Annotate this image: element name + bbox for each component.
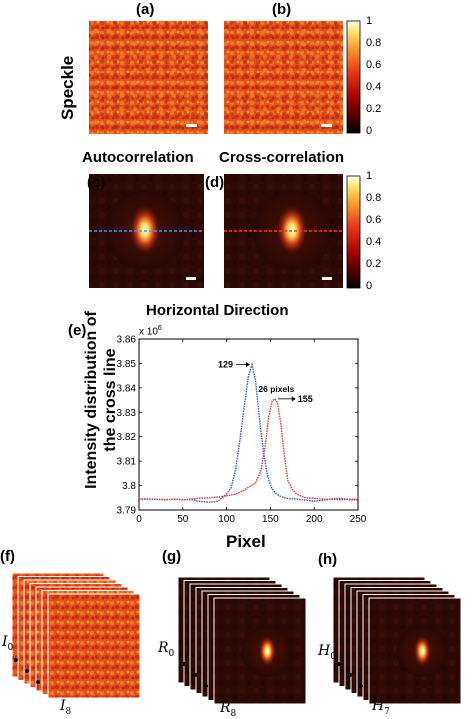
- column-title-autocorrelation: Autocorrelation: [82, 149, 194, 166]
- frame-peak: [413, 635, 432, 667]
- panel-label-h: (h): [318, 551, 338, 568]
- x-tick-label: 250: [350, 514, 367, 525]
- panel-label-f: (f): [0, 548, 15, 565]
- autocorrelation-image-c: [89, 174, 204, 288]
- stack-frame: [47, 593, 141, 699]
- y-tick-label: 3.8: [122, 481, 136, 492]
- speckle-image-a: [89, 21, 208, 134]
- scale-bar: [186, 277, 196, 280]
- y-tick-label: 3.85: [117, 359, 137, 370]
- colorbar-top-tick-label: 0: [366, 125, 373, 137]
- colorbar-middle: [346, 175, 361, 289]
- scale-bar: [321, 124, 332, 127]
- x-tick-label: 0: [136, 514, 142, 525]
- stack-h-top-label: H0: [318, 643, 336, 662]
- ellipsis-dot: [25, 669, 29, 673]
- colorbar-top-tick-label: 0.6: [366, 59, 382, 71]
- colorbar-top-tick-label: 1: [366, 15, 373, 27]
- panel-label-c: (c): [87, 174, 106, 191]
- image-stack-h: [332, 576, 462, 705]
- y-tick-label: 3.81: [117, 457, 137, 468]
- colorbar-top: [346, 20, 361, 134]
- annotation-arrowhead: [246, 362, 251, 368]
- row-label-speckle: Speckle: [58, 55, 77, 120]
- image-stack-f: [11, 572, 141, 699]
- crosscorrelation-image-d: [224, 174, 343, 288]
- y-tick-label: 3.84: [117, 383, 137, 394]
- y-tick-label: 3.82: [117, 432, 137, 443]
- ellipsis-dot: [14, 658, 18, 662]
- panel-label-a: (a): [136, 1, 155, 18]
- colorbar-middle-tick-label: 0: [366, 280, 373, 292]
- y-axis-label: Intensity distribution of the cross line: [83, 311, 119, 489]
- annotation-129: 129: [218, 360, 233, 370]
- colorbar-middle-tick-label: 0.8: [366, 192, 382, 204]
- ellipsis-dot: [204, 684, 208, 688]
- stack-g-top-label: R0: [158, 640, 175, 659]
- annotation-26-pixels: 26 pixels: [258, 384, 294, 394]
- series-line-2: [138, 397, 358, 501]
- frame-peak: [258, 635, 277, 667]
- x-tick-label: 100: [218, 514, 235, 525]
- x-tick-label: 150: [262, 514, 279, 525]
- scale-bar: [186, 124, 197, 127]
- panel-label-e: (e): [68, 322, 87, 339]
- y-tick-label: 3.83: [117, 408, 137, 419]
- stack-h-bottom-label: H7: [372, 698, 390, 717]
- x-tick-label: 200: [306, 514, 323, 525]
- image-stack-g: [177, 576, 307, 705]
- panel-label-g: (g): [162, 548, 182, 565]
- ellipsis-dot: [348, 673, 352, 677]
- speckle-image-b: [224, 21, 343, 134]
- ellipsis-dot: [359, 684, 363, 688]
- column-title-crosscorrelation: Cross-correlation: [219, 149, 345, 166]
- colorbar-top-tick-label: 0.2: [366, 103, 382, 115]
- panel-label-b: (b): [272, 1, 292, 18]
- annotation-155: 155: [298, 394, 313, 404]
- colorbar-top-tick-label: 0.8: [366, 37, 382, 49]
- stack-g-bottom-label: R8: [220, 700, 237, 719]
- ellipsis-dot: [193, 673, 197, 677]
- colorbar-middle-tick-label: 0.6: [366, 214, 382, 226]
- y-tick-label: 3.79: [117, 506, 137, 517]
- ellipsis-dot: [36, 680, 40, 684]
- x-axis-label: Pixel: [226, 532, 266, 551]
- line-chart-e: 0 50 100 150 200 250 3.79 3.8 3.81 3.82 3.83 3.84 3.…: [117, 335, 367, 526]
- colorbar-middle-tick-label: 0.2: [366, 258, 382, 270]
- y-multiplier: x 106: [139, 325, 162, 338]
- scale-bar: [322, 277, 332, 280]
- colorbar-middle-tick-label: 1: [366, 170, 373, 182]
- x-tick-label: 50: [177, 514, 189, 525]
- stack-f-bottom-label: I8: [60, 698, 72, 717]
- annotation-arrowhead: [291, 396, 296, 402]
- chart-title: Horizontal Direction: [146, 302, 289, 319]
- panel-label-d: (d): [205, 174, 225, 191]
- series-line-1: [139, 361, 358, 503]
- colorbar-middle-tick-label: 0.4: [366, 236, 382, 248]
- ellipsis-dot: [182, 662, 186, 666]
- ellipsis-dot: [337, 662, 341, 666]
- colorbar-top-tick-label: 0.4: [366, 81, 382, 93]
- stack-f-top-label: I0: [2, 634, 14, 653]
- y-tick-label: 3.86: [117, 335, 137, 346]
